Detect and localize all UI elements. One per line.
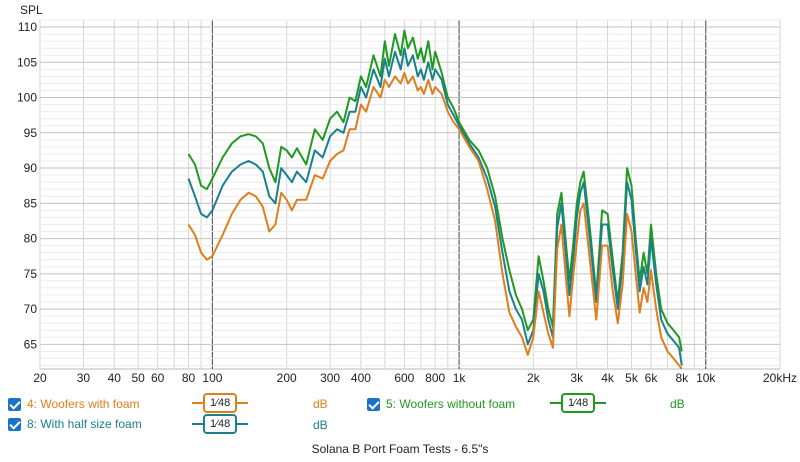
x-tick-label: 400 bbox=[351, 371, 371, 385]
legend-unit: dB bbox=[313, 418, 328, 432]
x-tick-label: 200 bbox=[277, 371, 297, 385]
checkbox-icon[interactable] bbox=[8, 397, 21, 411]
smoothing-value[interactable]: 1⁄48 bbox=[561, 393, 596, 413]
x-tick-label: 50 bbox=[131, 371, 145, 385]
x-tick-label: 20kHz bbox=[763, 371, 797, 385]
legend-line bbox=[237, 423, 249, 425]
x-tick-label: 60 bbox=[151, 371, 165, 385]
smoothing-value[interactable]: 1⁄48 bbox=[203, 414, 238, 434]
y-tick-label: 100 bbox=[17, 91, 37, 105]
x-tick-label: 100 bbox=[202, 371, 222, 385]
legend-line bbox=[192, 423, 203, 425]
y-tick-label: 90 bbox=[24, 161, 38, 175]
legend-unit: dB bbox=[313, 397, 328, 411]
series-line-3 bbox=[187, 71, 683, 369]
smoothing-value[interactable]: 1⁄48 bbox=[203, 393, 238, 413]
x-tick-label: 80 bbox=[182, 371, 196, 385]
y-tick-label: 110 bbox=[18, 20, 37, 34]
series-group bbox=[187, 29, 683, 369]
x-tick-label: 40 bbox=[108, 371, 122, 385]
checkbox-icon[interactable] bbox=[367, 397, 380, 411]
y-ticks: 65 70 75 80 85 90 95 100 105 110 bbox=[17, 20, 37, 351]
legend-item-woofers-with-foam[interactable]: 4: Woofers with foam bbox=[8, 395, 140, 413]
legend-line bbox=[192, 402, 203, 404]
series-line-2 bbox=[187, 47, 683, 366]
legend-label: 8: With half size foam bbox=[27, 417, 142, 431]
x-tick-label: 2k bbox=[527, 371, 541, 385]
chart-title: Solana B Port Foam Tests - 6.5"s bbox=[311, 442, 489, 456]
legend-label: 4: Woofers with foam bbox=[27, 397, 140, 411]
x-tick-label: 600 bbox=[394, 371, 414, 385]
y-tick-label: 105 bbox=[17, 55, 37, 69]
legend-item-woofers-without-foam[interactable]: 5: Woofers without foam bbox=[367, 395, 515, 413]
y-tick-label: 75 bbox=[24, 267, 38, 281]
legend-unit: dB bbox=[670, 397, 685, 411]
plot-area bbox=[39, 19, 781, 370]
legend-line bbox=[550, 402, 561, 404]
x-tick-label: 30 bbox=[77, 371, 91, 385]
x-tick-label: 4k bbox=[601, 371, 615, 385]
x-tick-label: 6k bbox=[645, 371, 659, 385]
y-tick-label: 85 bbox=[24, 196, 38, 210]
y-axis-label: SPL bbox=[20, 3, 43, 17]
x-tick-label: 5k bbox=[625, 371, 639, 385]
x-tick-label: 300 bbox=[320, 371, 340, 385]
y-tick-label: 95 bbox=[24, 126, 38, 140]
checkbox-icon[interactable] bbox=[8, 417, 21, 431]
smoothing-control-woofers-without-foam[interactable]: 1⁄48 bbox=[550, 393, 607, 413]
y-tick-label: 70 bbox=[24, 302, 38, 316]
y-tick-label: 80 bbox=[24, 232, 38, 246]
smoothing-control-woofers-with-foam[interactable]: 1⁄48 bbox=[192, 393, 249, 413]
legend-line bbox=[237, 402, 249, 404]
legend-label: 5: Woofers without foam bbox=[386, 397, 516, 411]
legend-line bbox=[595, 402, 607, 404]
x-tick-label: 20 bbox=[33, 371, 47, 385]
legend-item-half-size-foam[interactable]: 8: With half size foam bbox=[8, 415, 142, 433]
x-tick-label: 8k bbox=[675, 371, 689, 385]
x-tick-label: 10k bbox=[696, 371, 716, 385]
series-line-1 bbox=[187, 29, 683, 352]
x-tick-label: 1k bbox=[453, 371, 467, 385]
x-ticks: 20 30 40 50 60 80 100 200 300 400 600 800 1k 2k 3k 4k 5k… bbox=[33, 371, 797, 385]
smoothing-control-half-size-foam[interactable]: 1⁄48 bbox=[192, 414, 249, 434]
y-tick-label: 65 bbox=[24, 337, 38, 351]
x-tick-label: 800 bbox=[425, 371, 445, 385]
x-tick-label: 3k bbox=[570, 371, 584, 385]
